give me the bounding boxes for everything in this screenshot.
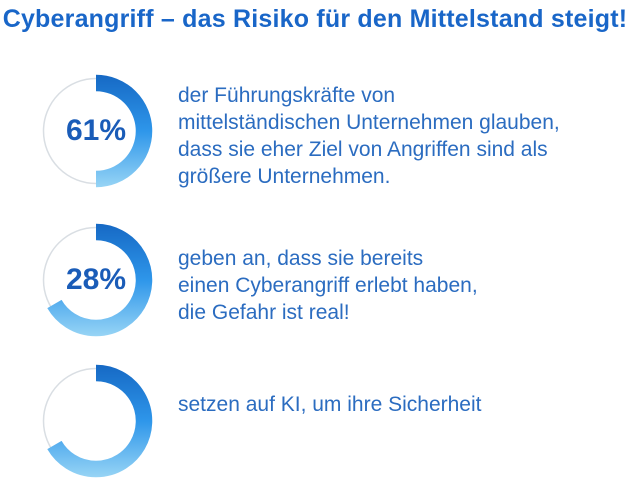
stat-row-1: 61% der Führungskräfte von mittelständis… <box>30 65 560 197</box>
percent-label-1: 61% <box>65 114 127 147</box>
donut-ring-icon <box>42 223 153 337</box>
page-title: Cyberangriff – das Risiko für den Mittel… <box>2 5 628 33</box>
stat-text-1-line-2: mittelständischen Unternehmen glauben, <box>178 111 560 134</box>
percent-label-3 <box>30 355 162 487</box>
stat-text-2-line-1: geben an, dass sie bereits <box>178 247 424 270</box>
stat-text-3-line-1: setzen auf KI, um ihre Sicherheit <box>178 393 482 416</box>
stat-text-1-line-1: der Führungskräfte von <box>178 84 396 107</box>
donut-chart-3 <box>30 355 162 487</box>
donut-chart-28: 28% <box>30 214 162 346</box>
stat-text-3: setzen auf KI, um ihre Sicherheit <box>178 355 482 418</box>
stat-text-2-line-2: einen Cyberangriff erlebt haben, <box>178 274 478 297</box>
donut-chart-61: 61% <box>30 65 162 197</box>
stat-row-2: 28% geben an, dass sie bereits einen Cyb… <box>30 214 478 346</box>
donut-ring-icon <box>42 74 153 188</box>
stat-text-1: der Führungskräfte von mittelständischen… <box>178 65 560 190</box>
stat-row-3: setzen auf KI, um ihre Sicherheit <box>30 355 482 487</box>
stat-text-2-line-3: die Gefahr ist real! <box>178 301 350 324</box>
stat-text-1-line-3: dass sie eher Ziel von Angriffen sind al… <box>178 138 548 161</box>
percent-label-2: 28% <box>65 263 127 296</box>
stat-text-1-line-4: größere Unternehmen. <box>178 165 391 188</box>
stat-text-2: geben an, dass sie bereits einen Cyberan… <box>178 214 478 326</box>
